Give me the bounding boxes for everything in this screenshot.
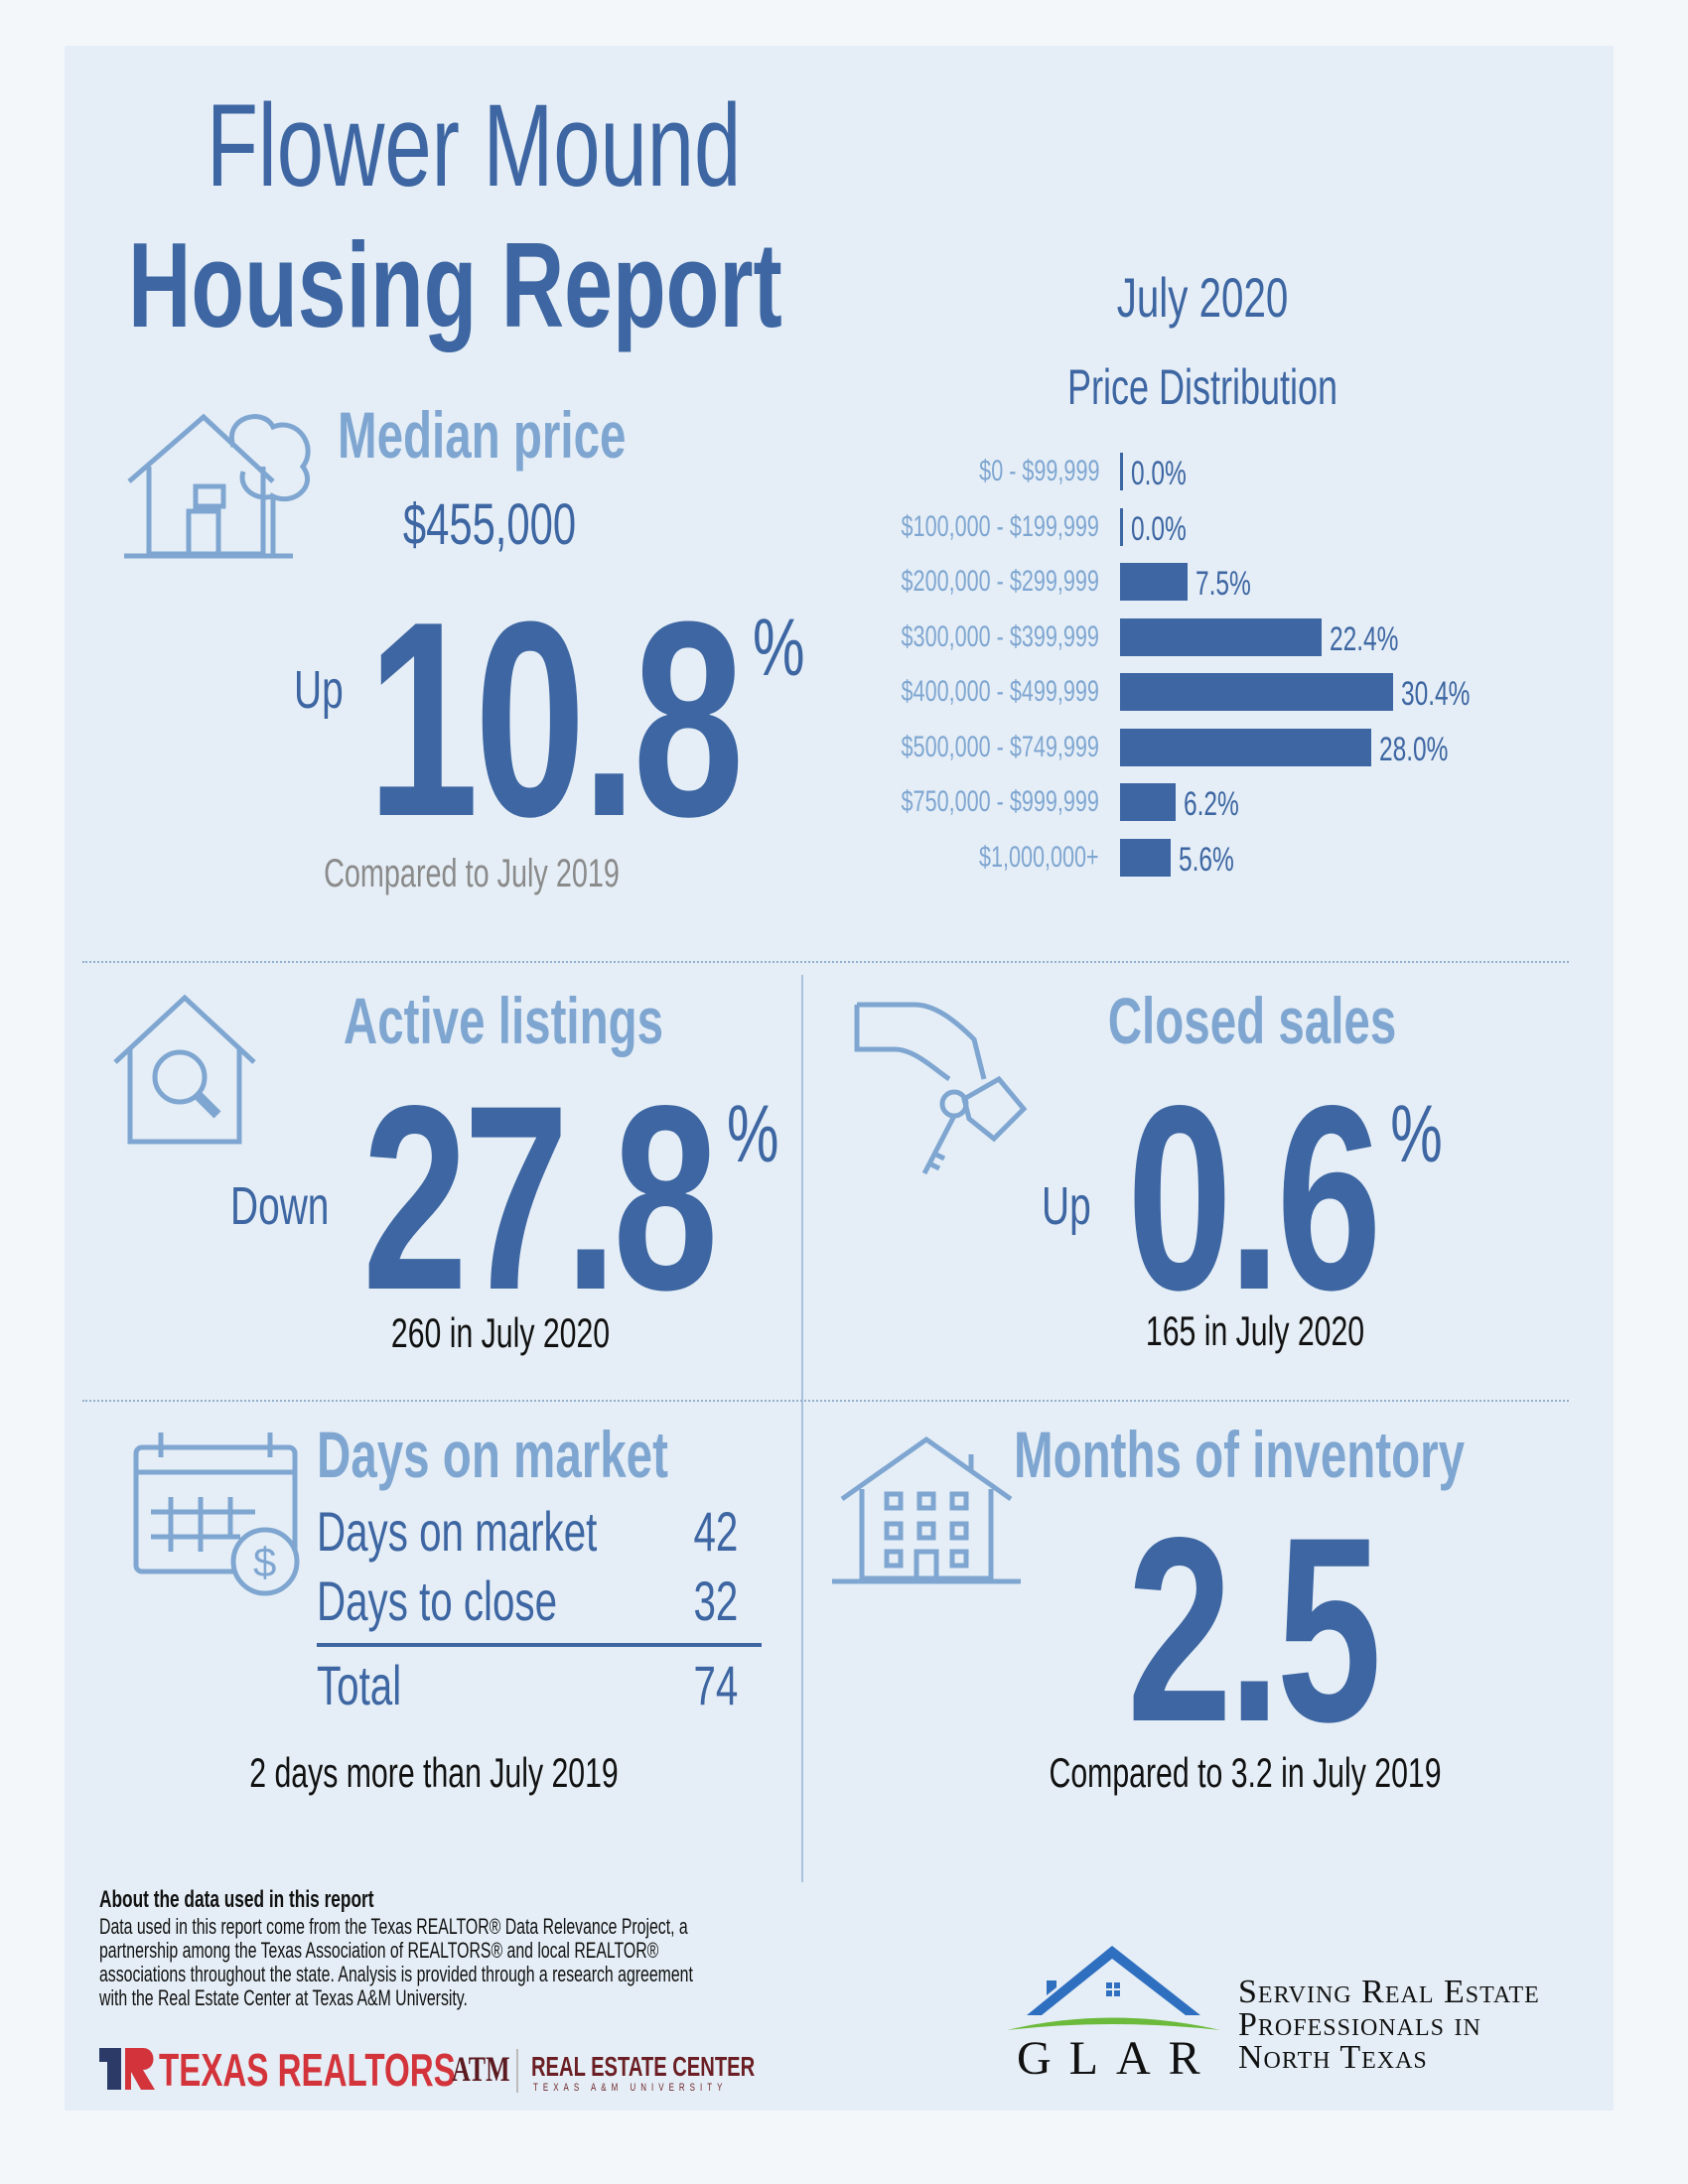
price-range-label: $100,000 - $199,999 [901,509,1099,543]
price-bar-value: 22.4% [1329,619,1399,658]
hand-key-icon [854,1002,1028,1175]
report-period: July 2020 [1116,266,1289,329]
house-tree-icon [124,413,311,559]
closed-change-group: 0.6 % [1127,1067,1443,1330]
price-range-label: $1,000,000+ [979,840,1099,874]
active-change: 27.8 [362,1051,718,1345]
price-range-label: $400,000 - $499,999 [901,675,1099,708]
price-range-label: $500,000 - $749,999 [901,730,1099,763]
price-bar-value: 7.5% [1195,565,1251,603]
glar-tagline: Professionals in [1238,2006,1481,2043]
price-range-label: $0 - $99,999 [978,455,1099,487]
svg-text:$: $ [253,1539,276,1585]
closed-heading: Closed sales [1107,984,1397,1057]
price-bar-value: 5.6% [1178,840,1234,879]
glar-tagline: Serving Real Estate [1238,1974,1540,2010]
price-bar [1120,783,1177,821]
house-search-icon [113,994,256,1145]
active-note: 260 in July 2020 [390,1309,611,1356]
median-change: 10.8 [367,565,744,875]
report-card [65,46,1614,2111]
price-bar-value: 6.2% [1184,785,1239,823]
divider [801,975,803,1882]
dom-note: 2 days more than July 2019 [249,1749,619,1796]
active-unit: % [727,1089,779,1179]
total-rule [317,1643,762,1647]
price-bar-value: 30.4% [1401,675,1471,713]
median-unit: % [753,603,805,693]
title-line2: Housing Report [128,217,782,352]
title-line1: Flower Mound [207,80,742,211]
dom-row-label: Days to close [317,1570,558,1632]
price-bar [1120,507,1123,546]
active-direction: Down [230,1176,330,1236]
closed-unit: % [1390,1089,1443,1179]
glar-house-logo-icon [1007,1946,1220,2030]
building-icon [832,1435,1021,1584]
dom-row-value: 42 [693,1500,738,1563]
about-line: partnership among the Texas Association … [99,1938,659,1963]
divider [82,961,1569,963]
logo-divider [516,2049,518,2093]
dom-heading: Days on market [317,1418,668,1491]
rec-subtitle: TEXAS A&M UNIVERSITY [533,2082,728,2094]
price-range-label: $750,000 - $999,999 [901,785,1099,818]
texas-realtors-logo-icon [99,2048,155,2090]
price-bar [1120,563,1188,601]
inventory-value: 2.5 [1127,1483,1382,1777]
dom-total-label: Total [317,1654,402,1716]
price-range-label: $200,000 - $299,999 [901,565,1099,598]
median-change-group: 10.8 % [367,581,805,859]
calendar-dollar-icon: $ [133,1433,300,1596]
closed-change: 0.6 [1127,1051,1382,1345]
chart-title: Price Distribution [1066,359,1338,415]
dom-total-value: 74 [693,1654,738,1716]
price-range-label: $300,000 - $399,999 [901,619,1099,653]
price-bar-value: 0.0% [1131,455,1187,492]
price-bar [1120,673,1394,711]
active-change-group: 27.8 % [362,1067,779,1330]
active-heading: Active listings [343,984,664,1057]
about-heading: About the data used in this report [99,1886,374,1913]
dom-row-value: 32 [693,1570,738,1632]
inventory-heading: Months of inventory [1014,1418,1466,1491]
rec-logo: REAL ESTATE CENTER [531,2051,756,2082]
price-bar [1120,453,1123,490]
price-bar-value: 28.0% [1379,730,1449,768]
closed-direction: Up [1042,1176,1091,1236]
texas-realtors-logo: TEXAS REALTORS [159,2044,456,2096]
closed-note: 165 in July 2020 [1145,1307,1365,1354]
about-line: associations throughout the state. Analy… [99,1962,693,1986]
price-bar [1120,617,1322,656]
median-note: Compared to July 2019 [324,852,620,895]
glar-tagline: North Texas [1238,2039,1428,2076]
median-price: $455,000 [402,492,577,557]
median-heading: Median price [338,398,627,472]
glar-logo-text: GLAR [1017,2032,1218,2085]
about-line: Data used in this report come from the T… [99,1914,688,1939]
atm-logo: ATM [452,2049,510,2089]
inventory-note: Compared to 3.2 in July 2019 [1049,1749,1442,1796]
about-line: with the Real Estate Center at Texas A&M… [99,1985,468,2010]
price-bar-value: 0.0% [1131,509,1187,548]
price-bar [1120,728,1372,766]
dom-row-label: Days on market [317,1500,598,1563]
median-direction: Up [294,660,344,720]
divider [82,1400,1569,1402]
price-bar [1120,838,1171,877]
